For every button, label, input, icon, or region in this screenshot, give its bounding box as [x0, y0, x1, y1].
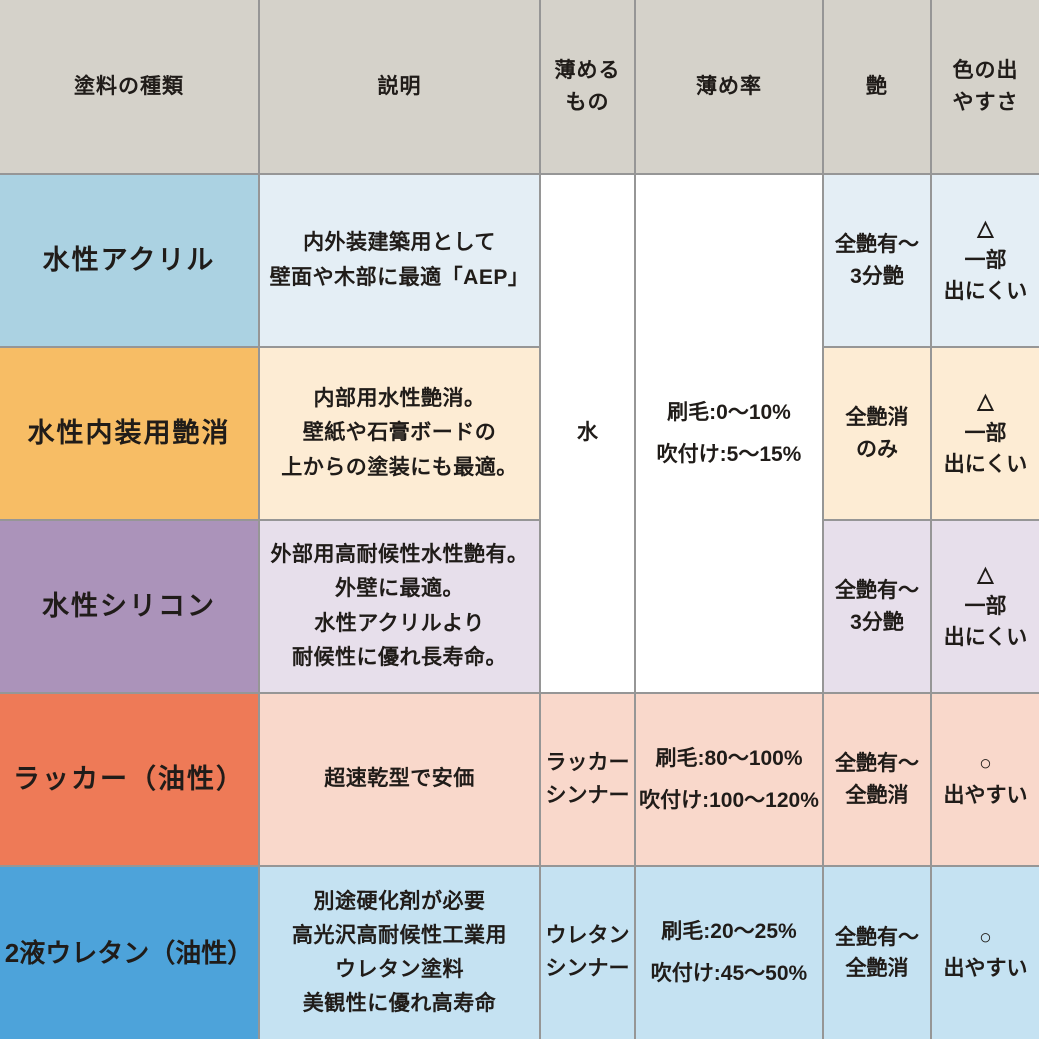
ratio-cell: 刷毛:20〜25% 吹付け:45〜50%: [634, 865, 824, 1039]
thinner-cell: ウレタン シンナー: [539, 865, 636, 1039]
gloss-cell: 全艶有〜 全艶消: [822, 865, 932, 1039]
table-row-lacquer: ラッカー（油性） 超速乾型で安価 ラッカー シンナー 刷毛:80〜100% 吹付…: [0, 692, 1039, 867]
description-cell: 別途硬化剤が必要 高光沢高耐候性工業用 ウレタン塗料 美観性に優れ高寿命: [258, 865, 541, 1039]
header-description: 説明: [258, 0, 541, 175]
header-thinner: 薄める もの: [539, 0, 636, 175]
gloss-cell: 全艶有〜 3分艶: [822, 173, 932, 348]
table-row-silicone: 水性シリコン 外部用高耐候性水性艶有。 外壁に最適。 水性アクリルより 耐候性に…: [0, 519, 1039, 694]
ratio-cell: 刷毛:80〜100% 吹付け:100〜120%: [634, 692, 824, 867]
color-ease-cell: △ 一部 出にくい: [930, 173, 1039, 348]
description-cell: 内部用水性艶消。 壁紙や石膏ボードの 上からの塗装にも最適。: [258, 346, 541, 521]
header-paint-type: 塗料の種類: [0, 0, 260, 175]
color-ease-cell: △ 一部 出にくい: [930, 519, 1039, 694]
table-row-interior-matte: 水性内装用艶消 内部用水性艶消。 壁紙や石膏ボードの 上からの塗装にも最適。 全…: [0, 346, 1039, 521]
thinner-cell: ラッカー シンナー: [539, 692, 636, 867]
header-row: 塗料の種類 説明 薄める もの 薄め率 艶 色の出 やすさ: [0, 0, 1039, 175]
color-ease-cell: ○ 出やすい: [930, 865, 1039, 1039]
gloss-cell: 全艶消 のみ: [822, 346, 932, 521]
table-row-urethane: 2液ウレタン（油性） 別途硬化剤が必要 高光沢高耐候性工業用 ウレタン塗料 美観…: [0, 865, 1039, 1039]
header-ratio: 薄め率: [634, 0, 824, 175]
paint-name-cell: 水性アクリル: [0, 173, 260, 348]
thinner-cell-merged: 水: [539, 173, 636, 694]
paint-name-cell: 水性内装用艶消: [0, 346, 260, 521]
description-cell: 内外装建築用として 壁面や木部に最適「AEP」: [258, 173, 541, 348]
paint-name-cell: 水性シリコン: [0, 519, 260, 694]
description-cell: 外部用高耐候性水性艶有。 外壁に最適。 水性アクリルより 耐候性に優れ長寿命。: [258, 519, 541, 694]
header-gloss: 艶: [822, 0, 932, 175]
paint-name-cell: 2液ウレタン（油性）: [0, 865, 260, 1039]
header-color-ease: 色の出 やすさ: [930, 0, 1039, 175]
color-ease-cell: ○ 出やすい: [930, 692, 1039, 867]
paint-name-cell: ラッカー（油性）: [0, 692, 260, 867]
gloss-cell: 全艶有〜 全艶消: [822, 692, 932, 867]
description-cell: 超速乾型で安価: [258, 692, 541, 867]
color-ease-cell: △ 一部 出にくい: [930, 346, 1039, 521]
gloss-cell: 全艶有〜 3分艶: [822, 519, 932, 694]
ratio-cell-merged: 刷毛:0〜10% 吹付け:5〜15%: [634, 173, 824, 694]
table-row-acrylic: 水性アクリル 内外装建築用として 壁面や木部に最適「AEP」 水 刷毛:0〜10…: [0, 173, 1039, 694]
